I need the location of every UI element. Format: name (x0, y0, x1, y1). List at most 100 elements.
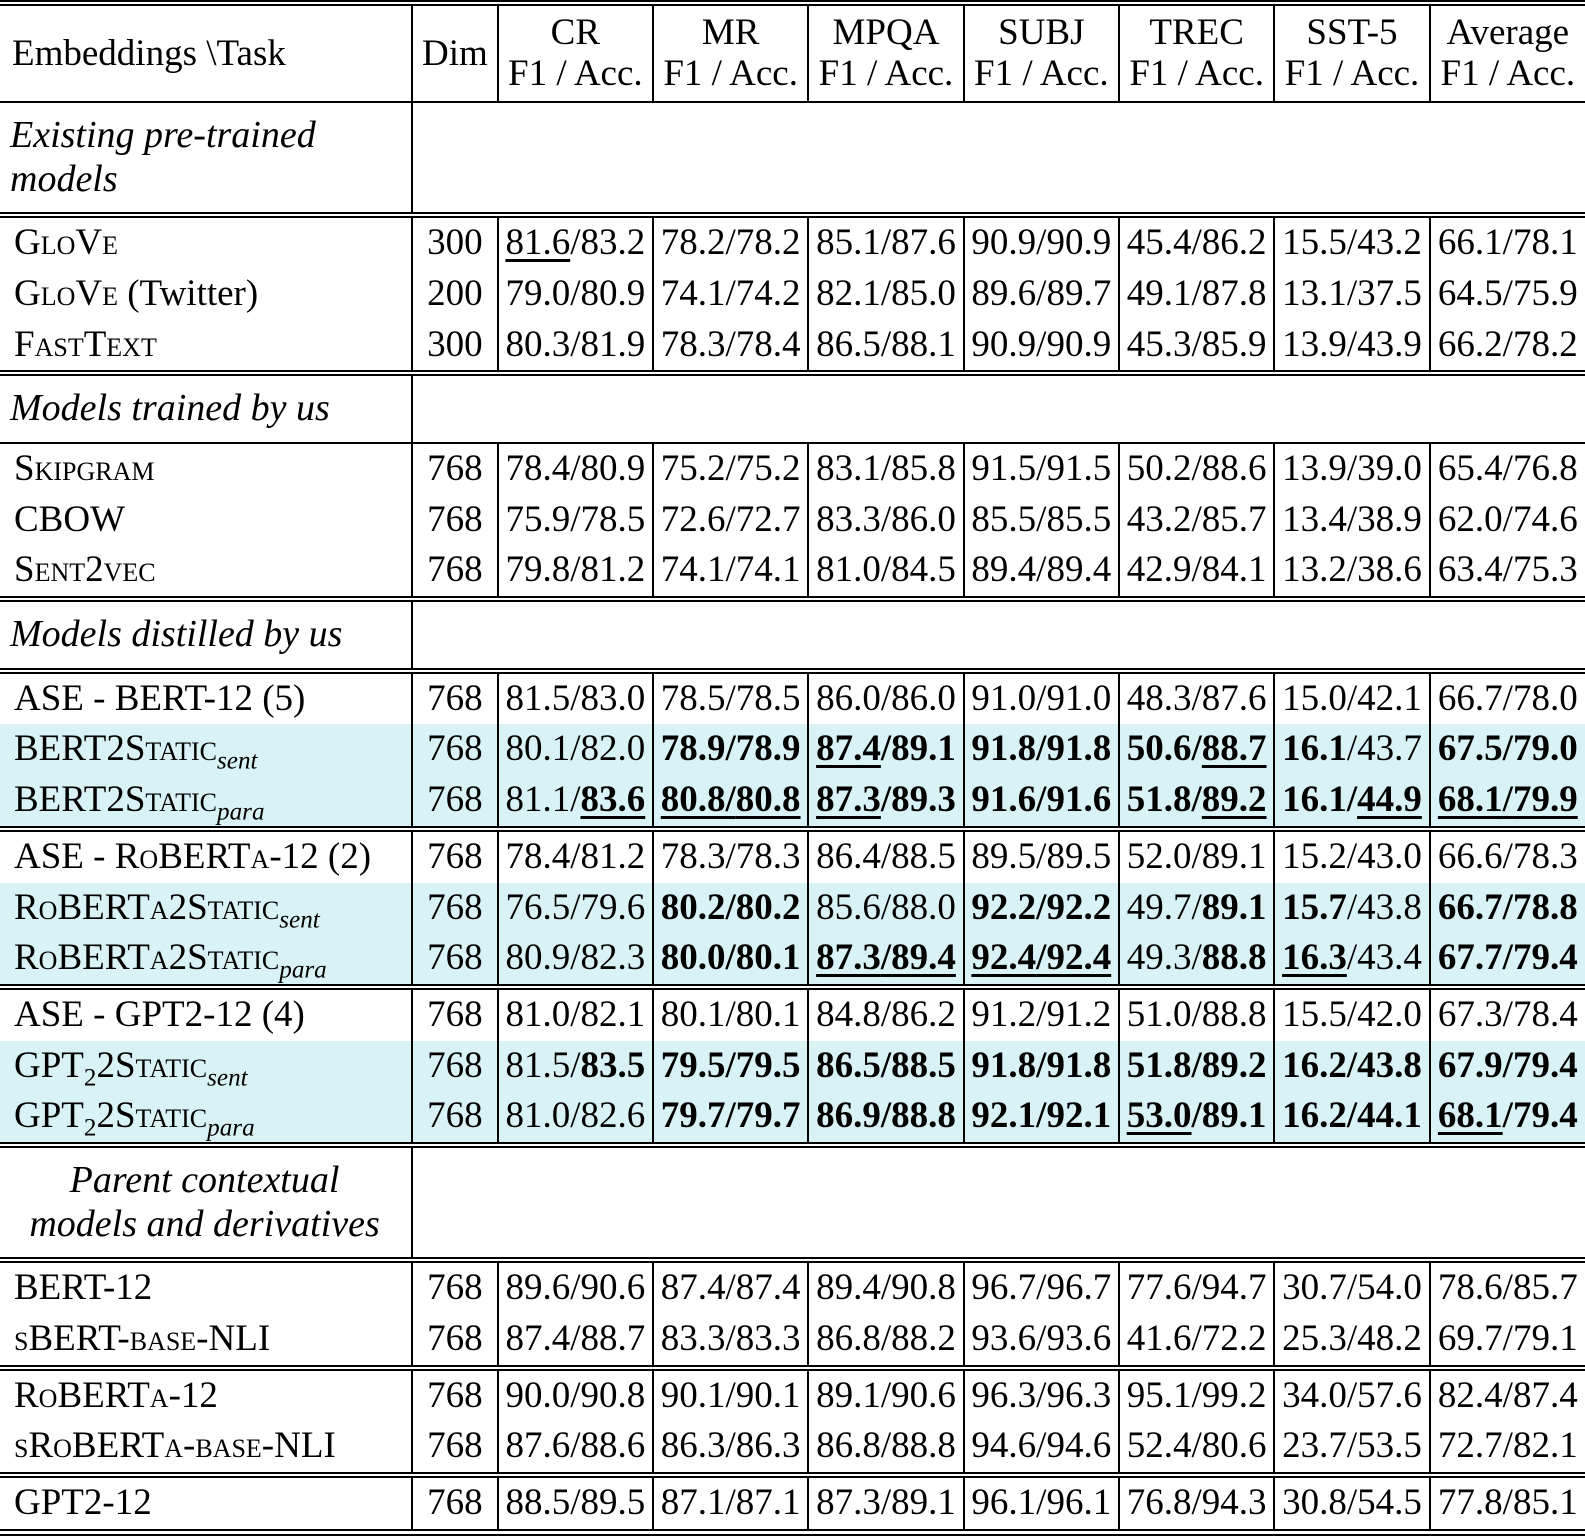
f1-value: 45.4 (1126, 222, 1192, 264)
score-cell: 13.4/38.9 (1273, 494, 1430, 546)
f1-value: 74.1 (660, 549, 726, 591)
score-cell: 89.6/89.7 (962, 268, 1119, 320)
slash-separator: / (1191, 993, 1202, 1035)
table-row: CBOW 768 75.9/78.5 72.6/72.7 83.3/86.0 85.5/8… (0, 494, 1585, 546)
f1-value: 86.8 (816, 1318, 881, 1359)
f1-value: 13.9 (1282, 323, 1347, 365)
acc-value: 88.8 (1201, 937, 1267, 979)
f1-value: 85.1 (816, 222, 881, 264)
f1-value: 82.4 (1437, 1374, 1503, 1416)
f1-value: 83.1 (816, 448, 881, 489)
acc-value: 88.8 (1201, 993, 1267, 1035)
slash-separator: / (880, 1267, 892, 1309)
slash-separator: / (880, 886, 892, 928)
score-cell: 92.1/92.1 (962, 1091, 1119, 1145)
score-cell: 80.2/80.2 (651, 882, 809, 934)
score-cell: 78.4/81.2 (496, 825, 653, 883)
subscript: para (207, 1114, 255, 1142)
score-cell: 79.7/79.7 (651, 1091, 809, 1145)
acc-value: 92.1 (1046, 1095, 1112, 1137)
section-title: Models trained by us (0, 370, 414, 443)
model-name-part: 2Static (96, 1044, 208, 1086)
acc-value: 89.1 (1201, 886, 1267, 928)
acc-value: 44.1 (1357, 1095, 1422, 1137)
model-name-part: NLI (208, 1318, 271, 1359)
dim-value: 768 (411, 775, 498, 829)
f1-value: 51.8 (1126, 1044, 1192, 1086)
score-cell: 16.2/44.1 (1273, 1091, 1430, 1145)
score-cell: 74.1/74.1 (651, 545, 809, 600)
slash-separator: / (1346, 677, 1358, 719)
acc-value: 89.4 (891, 937, 956, 979)
acc-value: 80.9 (580, 448, 646, 489)
dim-value: 768 (411, 667, 498, 725)
f1-value: 81.0 (816, 549, 881, 591)
score-cell: 15.7/43.8 (1273, 882, 1430, 934)
f1-value: 78.3 (660, 835, 726, 877)
acc-value: 43.9 (1357, 323, 1422, 365)
slash-separator: / (1191, 1425, 1202, 1467)
score-cell: 68.1/79.9 (1428, 775, 1585, 829)
slash-separator: / (1191, 835, 1202, 877)
acc-value: 94.7 (1201, 1267, 1267, 1309)
score-cell: 13.2/38.6 (1273, 545, 1430, 600)
score-cell: 30.8/54.5 (1273, 1472, 1430, 1536)
dim-value: 768 (411, 825, 498, 883)
score-cell: 65.4/76.8 (1428, 442, 1585, 495)
model-label: GloVe (Twitter) (0, 269, 412, 320)
f1-value: 64.5 (1437, 272, 1503, 314)
f1-value: 72.7 (1437, 1425, 1503, 1467)
model-name-part: FastText (14, 323, 157, 365)
score-cell: 42.9/84.1 (1117, 545, 1275, 600)
slash-separator: / (725, 1318, 736, 1359)
slash-separator: / (1502, 323, 1513, 365)
score-cell: 80.8/80.8 (651, 775, 809, 829)
score-cell: 86.5/88.5 (807, 1040, 964, 1092)
underlined-pair: 80.8/80.8 (661, 779, 801, 820)
f1-value: 79.7 (660, 1095, 726, 1137)
acc-value: 89.1 (1201, 1095, 1267, 1137)
f1-value: 87.6 (505, 1425, 571, 1467)
f1-value: 85.5 (971, 498, 1037, 540)
model-label: sBERT-base-NLI (0, 1314, 412, 1368)
slash-separator: / (1346, 1267, 1358, 1309)
acc-value: 82.1 (1512, 1425, 1578, 1467)
slash-separator: / (725, 1374, 736, 1416)
f1-value: 49.7 (1126, 886, 1192, 928)
score-cell: 87.1/87.1 (651, 1472, 809, 1536)
score-cell: 13.9/43.9 (1273, 319, 1430, 374)
task-name: MPQA (832, 12, 940, 53)
column-header-dim: Dim (411, 0, 498, 102)
f1-value: 87.4 (660, 1267, 726, 1309)
f1-value: 85.6 (816, 886, 881, 928)
acc-value: 96.1 (1046, 1482, 1112, 1524)
acc-value: 43.2 (1357, 222, 1422, 264)
slash-separator: / (1346, 323, 1358, 365)
acc-value: 80.9 (580, 272, 646, 314)
acc-value: 85.8 (891, 448, 956, 489)
f1-value: 81.5 (505, 677, 571, 719)
section-title-filler (412, 596, 1585, 671)
model-label: GPT2-12 (0, 1472, 413, 1536)
acc-value: 43.0 (1357, 835, 1422, 877)
f1-value: 16.1 (1282, 779, 1347, 821)
f1-value: 15.5 (1282, 222, 1347, 264)
f1-value: 25.3 (1282, 1318, 1347, 1359)
f1-value: 87.4 (816, 728, 881, 770)
f1-value: 51.0 (1126, 993, 1192, 1035)
score-cell: 67.3/78.4 (1428, 983, 1585, 1041)
acc-value: 80.1 (735, 937, 801, 979)
f1-value: 92.2 (971, 886, 1037, 928)
acc-value: 94.6 (1046, 1425, 1112, 1467)
score-cell: 67.5/79.0 (1428, 724, 1585, 776)
f1-value: 50.6 (1126, 728, 1192, 770)
slash-separator: / (1502, 1482, 1513, 1524)
slash-separator: / (880, 272, 892, 314)
slash-separator: / (1502, 1374, 1513, 1416)
score-cell: 90.1/90.1 (651, 1364, 809, 1422)
acc-value: 78.3 (735, 835, 801, 877)
model-name-part: GloVe (14, 222, 118, 264)
model-name-part: Sent2vec (14, 549, 156, 591)
score-cell: 91.5/91.5 (962, 442, 1119, 495)
slash-separator: / (880, 779, 892, 821)
